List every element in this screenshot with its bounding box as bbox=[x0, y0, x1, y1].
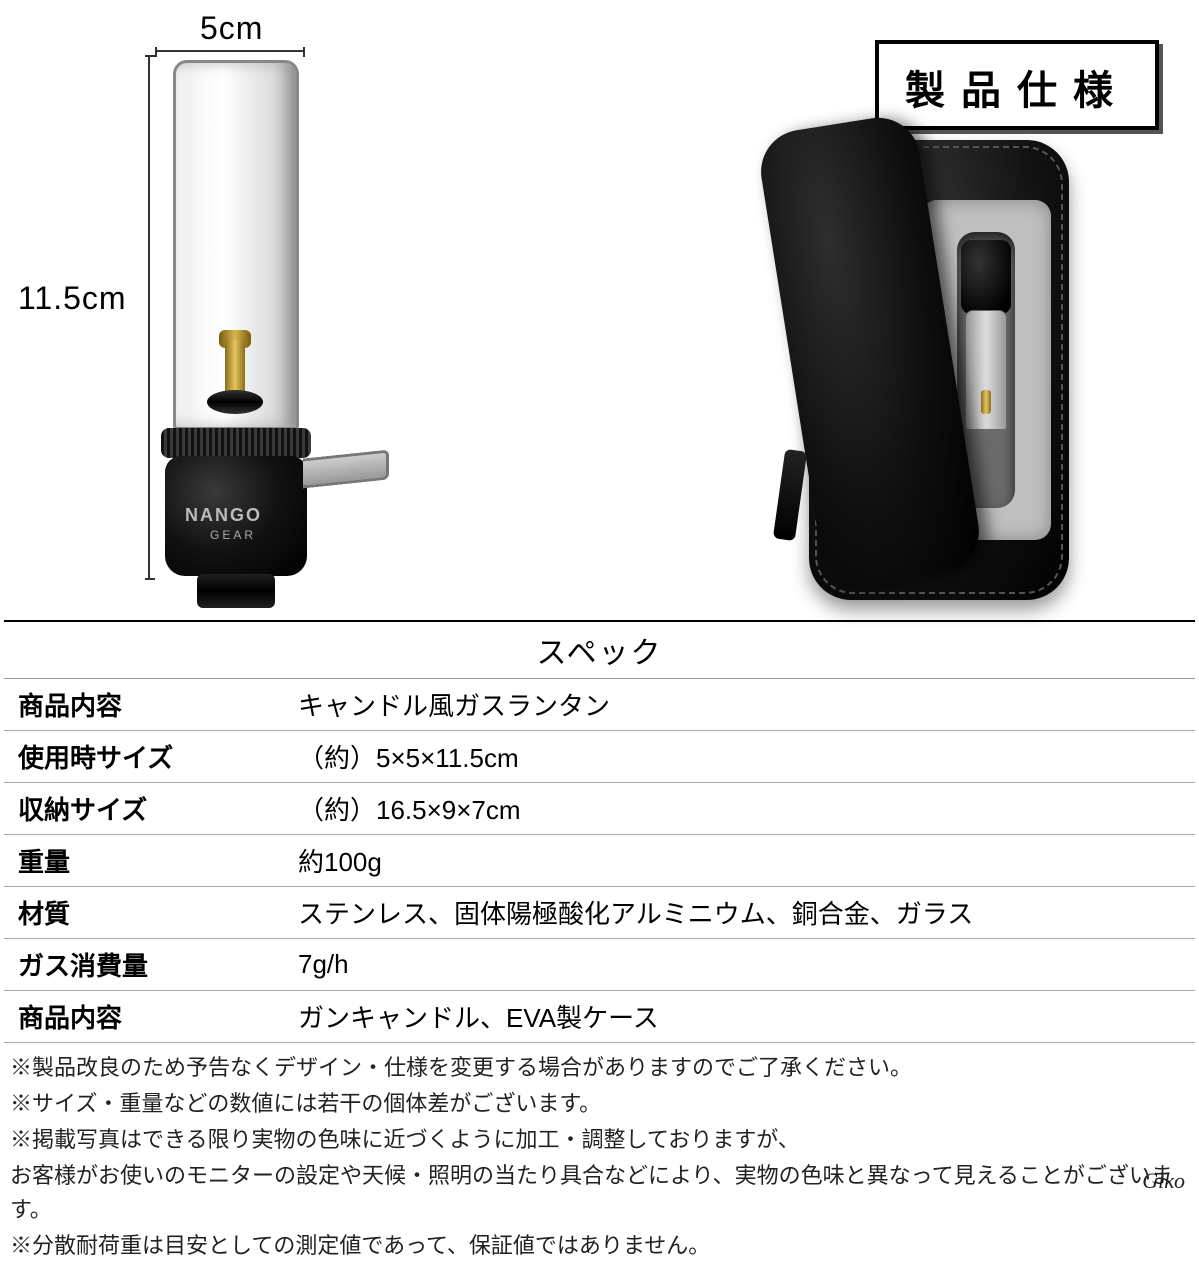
note-line: ※掲載写真はできる限り実物の色味に近づくように加工・調整しておりますが、 bbox=[10, 1123, 1189, 1157]
spec-row-value: ガンキャンドル、EVA製ケース bbox=[284, 991, 1195, 1043]
lantern-burner-base bbox=[207, 390, 263, 414]
spec-section: スペック 商品内容キャンドル風ガスランタン使用時サイズ（約）5×5×11.5cm… bbox=[4, 620, 1195, 1266]
table-row: 材質ステンレス、固体陽極酸化アルミニウム、銅合金、ガラス bbox=[4, 887, 1195, 939]
table-row: ガス消費量7g/h bbox=[4, 939, 1195, 991]
lantern-connector bbox=[197, 574, 275, 608]
spec-row-value: キャンドル風ガスランタン bbox=[284, 679, 1195, 731]
table-row: 使用時サイズ（約）5×5×11.5cm bbox=[4, 731, 1195, 783]
dimension-height-line bbox=[148, 55, 150, 580]
brand-sub: GEAR bbox=[210, 528, 256, 542]
table-row: 重量約100g bbox=[4, 835, 1195, 887]
top-section: 5cm 11.5cm NANGO GEAR 製品仕様 bbox=[0, 0, 1199, 620]
spec-row-label: 商品内容 bbox=[4, 679, 284, 731]
spec-row-value: 約100g bbox=[284, 835, 1195, 887]
dimension-height-label: 11.5cm bbox=[18, 280, 127, 317]
spec-row-label: 収納サイズ bbox=[4, 783, 284, 835]
spec-title: スペック bbox=[4, 624, 1195, 679]
note-line: ※製品改良のため予告なくデザイン・仕様を変更する場合がありますのでご了承ください… bbox=[10, 1051, 1189, 1085]
table-row: 商品内容キャンドル風ガスランタン bbox=[4, 679, 1195, 731]
spec-row-label: 使用時サイズ bbox=[4, 731, 284, 783]
spec-top-rule bbox=[4, 620, 1195, 622]
note-line: ※分散耐荷重は目安としての測定値であって、保証値ではありません。 bbox=[10, 1229, 1189, 1263]
case-mini-lantern-body bbox=[961, 240, 1011, 314]
signature: Glko bbox=[1142, 1168, 1185, 1194]
table-row: 商品内容ガンキャンドル、EVA製ケース bbox=[4, 991, 1195, 1043]
lantern-ring bbox=[161, 428, 311, 458]
spec-table: 商品内容キャンドル風ガスランタン使用時サイズ（約）5×5×11.5cm収納サイズ… bbox=[4, 679, 1195, 1043]
brand-name: NANGO bbox=[185, 505, 262, 526]
lantern-illustration: NANGO GEAR bbox=[155, 50, 405, 610]
table-row: 収納サイズ（約）16.5×9×7cm bbox=[4, 783, 1195, 835]
dimension-width-label: 5cm bbox=[200, 10, 263, 47]
lantern-handle bbox=[303, 449, 389, 488]
spec-row-value: （約）16.5×9×7cm bbox=[284, 783, 1195, 835]
case-illustration bbox=[809, 140, 1079, 610]
spec-row-label: 重量 bbox=[4, 835, 284, 887]
spec-row-value: 7g/h bbox=[284, 939, 1195, 991]
note-line: ※サイズ・重量などの数値には若干の個体差がございます。 bbox=[10, 1087, 1189, 1121]
spec-row-label: 材質 bbox=[4, 887, 284, 939]
spec-row-value: （約）5×5×11.5cm bbox=[284, 731, 1195, 783]
spec-row-value: ステンレス、固体陽極酸化アルミニウム、銅合金、ガラス bbox=[284, 887, 1195, 939]
case-mini-brass bbox=[981, 390, 991, 414]
spec-row-label: ガス消費量 bbox=[4, 939, 284, 991]
note-line: お客様がお使いのモニターの設定や天候・照明の当たり具合などにより、実物の色味と異… bbox=[10, 1159, 1189, 1227]
spec-row-label: 商品内容 bbox=[4, 991, 284, 1043]
case-zipper-pull bbox=[773, 449, 807, 541]
spec-notes: ※製品改良のため予告なくデザイン・仕様を変更する場合がありますのでご了承ください… bbox=[4, 1043, 1195, 1264]
spec-badge: 製品仕様 bbox=[875, 40, 1159, 130]
